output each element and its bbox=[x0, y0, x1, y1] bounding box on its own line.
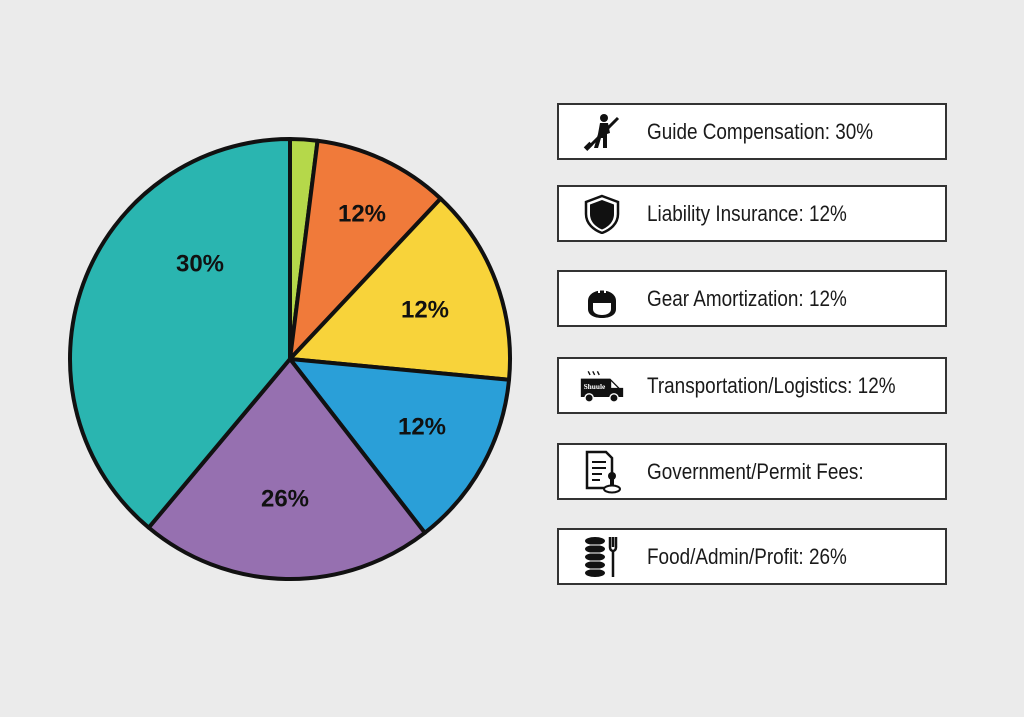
legend-label: Food/Admin/Profit: 26% bbox=[647, 543, 847, 569]
permit-document-stamp-icon bbox=[579, 450, 625, 493]
coins-fork-icon bbox=[579, 536, 625, 577]
legend-label: Transportation/Logistics: 12% bbox=[647, 372, 896, 398]
legend-label: Liability Insurance: 12% bbox=[647, 200, 847, 226]
pie-slice-3 bbox=[288, 357, 512, 535]
legend-item-food-admin-profit: Food/Admin/Profit: 26% bbox=[557, 528, 947, 585]
slice-data-label: 26% bbox=[261, 485, 309, 512]
pie-slice-1 bbox=[288, 138, 443, 361]
legend-label: Guide Compensation: 30% bbox=[647, 118, 874, 144]
paddler-icon bbox=[579, 112, 625, 152]
pie-slice-2 bbox=[288, 196, 512, 382]
legend-label: Gear Amortization: 12% bbox=[647, 285, 847, 311]
legend-label: Government/Permit Fees: bbox=[647, 458, 864, 484]
slice-data-label: 30% bbox=[176, 250, 224, 277]
slice-data-label: 12% bbox=[398, 413, 446, 440]
helmet-icon bbox=[579, 279, 625, 319]
svg-text:Shuule: Shuule bbox=[584, 381, 606, 390]
slice-data-label: 12% bbox=[401, 296, 449, 323]
legend-item-gear-amortization: Gear Amortization: 12% bbox=[557, 270, 947, 327]
legend-item-liability-insurance: Liability Insurance: 12% bbox=[557, 185, 947, 242]
shield-icon bbox=[579, 194, 625, 234]
legend-item-guide-compensation: Guide Compensation: 30% bbox=[557, 103, 947, 160]
pie-slice-4 bbox=[146, 357, 427, 581]
legend-item-government-permit-fees: Government/Permit Fees: bbox=[557, 443, 947, 500]
pie-slice-5 bbox=[68, 137, 292, 530]
shuttle-van-icon: Shuule bbox=[579, 366, 625, 406]
legend-item-transportation-logistics: Shuule Transportation/Logistics: 12% bbox=[557, 357, 947, 414]
slice-data-label: 12% bbox=[338, 200, 386, 227]
